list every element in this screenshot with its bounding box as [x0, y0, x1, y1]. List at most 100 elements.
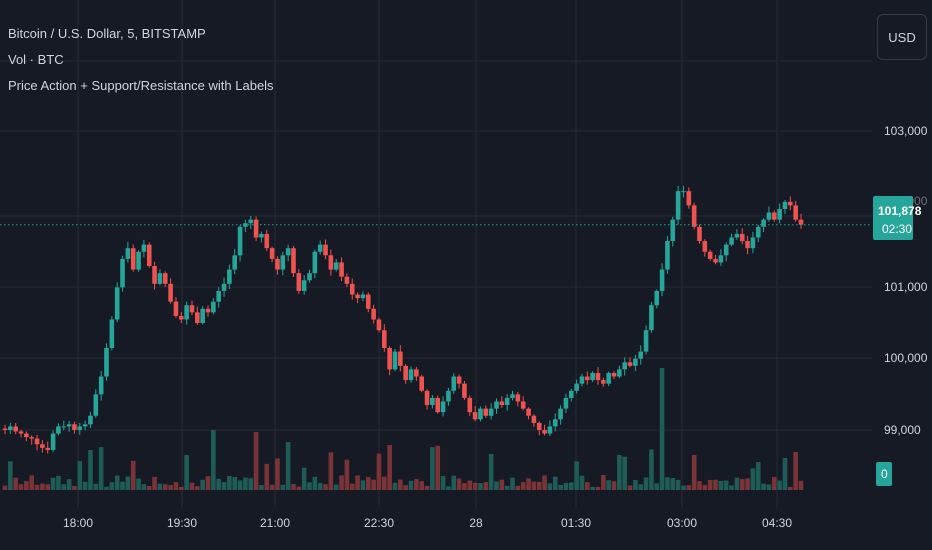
candle-body	[269, 248, 275, 259]
volume-bar	[681, 485, 686, 490]
candle-body	[56, 426, 61, 434]
volume-bar	[568, 482, 574, 490]
volume-bar	[659, 368, 665, 490]
volume-bar	[563, 482, 569, 490]
volume-bar	[558, 484, 563, 490]
volume-bar	[430, 447, 435, 490]
volume-bar	[424, 485, 430, 490]
indicator-legend: Price Action + Support/Resistance with L…	[8, 78, 274, 93]
volume-bar	[552, 476, 558, 490]
volume-bar	[488, 454, 494, 490]
candle-body	[323, 244, 328, 256]
candle-body	[77, 426, 83, 430]
candle-body	[729, 237, 734, 245]
candle-body	[168, 283, 173, 302]
volume-bar	[72, 485, 77, 490]
currency-button[interactable]: USD	[877, 14, 927, 60]
candle-body	[467, 397, 473, 413]
candle-body	[178, 315, 184, 320]
volume-bar	[157, 483, 163, 490]
candle-body	[761, 219, 766, 227]
volume-bar	[627, 485, 633, 490]
candle-body	[114, 287, 120, 320]
candle-body	[536, 422, 542, 430]
candle-body	[456, 376, 462, 384]
candle-body	[579, 376, 585, 384]
candle-body	[713, 258, 718, 263]
candle-body	[755, 226, 761, 238]
candle-body	[146, 244, 152, 267]
volume-bar	[216, 478, 221, 490]
candle-body	[88, 415, 93, 425]
volume-bar	[243, 477, 248, 490]
candle-body	[157, 273, 163, 284]
candle-body	[120, 258, 125, 288]
volume-bar	[259, 484, 264, 490]
candle-body	[152, 266, 157, 284]
volume-bar	[574, 461, 579, 490]
volume-bar	[750, 468, 756, 490]
candle-body	[104, 348, 109, 377]
volume-bar	[248, 478, 254, 490]
volume-bar	[328, 452, 334, 490]
volume-bar	[365, 477, 371, 490]
candle-body	[446, 390, 451, 402]
volume-bar	[189, 482, 195, 490]
volume-bar	[638, 484, 644, 490]
volume-bar	[114, 475, 120, 490]
candle-body	[349, 283, 355, 295]
candle-body	[526, 408, 531, 416]
volume-bar	[654, 483, 660, 490]
candle-body	[40, 444, 45, 448]
candle-body	[654, 290, 660, 306]
candle-body	[665, 241, 670, 270]
volume-bar	[585, 482, 590, 490]
volume-bar	[440, 476, 446, 490]
volume-bar	[456, 478, 462, 490]
candle-body	[739, 233, 745, 242]
candle-body	[301, 280, 307, 291]
volume-bar	[317, 482, 323, 490]
volume-bar	[200, 479, 205, 490]
volume-badge	[876, 462, 892, 486]
volume-bar	[392, 482, 398, 490]
candle-body	[627, 362, 633, 366]
volume-bar	[152, 476, 157, 490]
candle-body	[333, 262, 339, 270]
volume-bar	[8, 461, 13, 490]
candle-body	[734, 233, 740, 238]
volume-bar	[29, 475, 35, 490]
volume-bar	[18, 484, 24, 490]
volume-bar	[141, 484, 147, 490]
volume-bar	[472, 482, 478, 490]
candle-body	[611, 372, 617, 377]
volume-bar	[515, 485, 521, 490]
volume-bar	[526, 478, 531, 490]
volume-bar	[360, 480, 366, 490]
candle-body	[633, 358, 638, 366]
volume-bar	[376, 453, 382, 490]
candle-body	[798, 219, 804, 225]
time-tick-label: 28	[469, 516, 483, 530]
volume-bar	[707, 479, 713, 490]
volume-bar	[414, 479, 419, 490]
candle-body	[237, 226, 243, 256]
candle-body	[291, 248, 296, 274]
candle-body	[98, 376, 104, 395]
candle-body	[24, 433, 29, 438]
candle-body	[622, 362, 628, 370]
candle-body	[793, 205, 798, 220]
candle-body	[686, 191, 692, 206]
volume-bar	[611, 481, 617, 490]
volume-bar	[606, 480, 611, 490]
candle-body	[478, 408, 483, 420]
volume-bar	[232, 477, 238, 490]
candle-body	[504, 397, 510, 406]
volume-bar	[34, 484, 40, 490]
candle-body	[451, 376, 457, 391]
volume-bar	[766, 484, 772, 490]
volume-bar	[536, 481, 542, 490]
volume-bar	[195, 486, 200, 490]
symbol-title: Bitcoin / U.S. Dollar, 5, BITSTAMP	[8, 26, 206, 41]
